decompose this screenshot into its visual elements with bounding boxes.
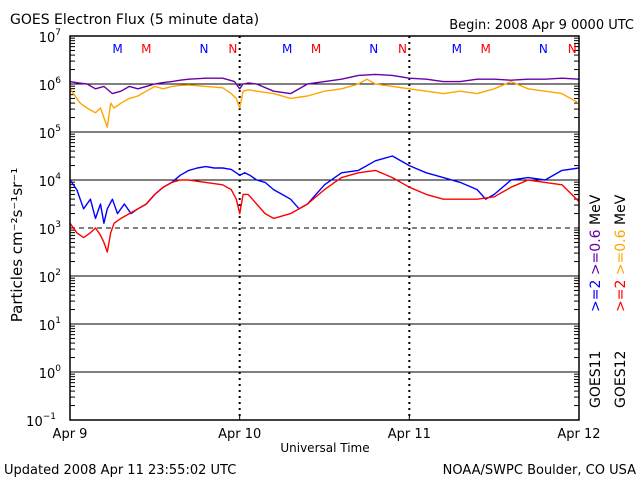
x-tick-label: Apr 10: [218, 427, 261, 442]
y-axis-label: Particles cm⁻²s⁻¹sr⁻¹: [8, 168, 26, 322]
series-lines: [69, 73, 580, 253]
chart-title: GOES Electron Flux (5 minute data): [10, 12, 259, 28]
marker-label: N: [398, 42, 407, 56]
legend-satellite: GOES12: [613, 351, 629, 408]
x-tick-label: Apr 12: [557, 427, 600, 442]
marker-label: N: [200, 42, 209, 56]
series-line: [69, 169, 580, 253]
legend-satellite: GOES11: [588, 351, 604, 408]
y-tick-label: 10−1: [26, 412, 56, 430]
marker-label: N: [369, 42, 378, 56]
grid-lines: [70, 36, 579, 420]
x-tick-label: Apr 9: [53, 427, 88, 442]
legend-entry: >=2 >=0.6 MeV: [588, 194, 604, 312]
marker-label: M: [112, 42, 122, 56]
x-axis-label: Universal Time: [280, 441, 369, 455]
marker-label: N: [539, 42, 548, 56]
plot-frame: [69, 35, 580, 421]
y-tick-label: 105: [39, 124, 61, 142]
series-line: [69, 155, 580, 224]
y-tick-label: 106: [39, 76, 62, 94]
y-axis-ticks: 107 106 105 104 103 102 101 100 10−1: [26, 28, 61, 430]
credit-line: NOAA/SWPC Boulder, CO USA: [443, 463, 636, 478]
updated-timestamp: Updated 2008 Apr 11 23:55:02 UTC: [4, 463, 236, 478]
y-tick-label: 103: [39, 220, 61, 238]
y-tick-label: 107: [39, 28, 61, 46]
y-tick-label: 100: [39, 364, 62, 382]
y-tick-label: 104: [39, 172, 62, 190]
x-axis-ticks: Apr 9 Apr 10 Apr 11 Apr 12: [53, 414, 601, 442]
begin-date: Begin: 2008 Apr 9 0000 UTC: [449, 18, 634, 33]
marker-label: M: [311, 42, 321, 56]
series-line: [69, 78, 580, 128]
x-tick-label: Apr 11: [388, 427, 431, 442]
marker-label: M: [141, 42, 151, 56]
legend: GOES11 >=2 >=0.6 MeV GOES12 >=2 >=0.6 MeV: [588, 194, 629, 408]
marker-label: M: [282, 42, 292, 56]
marker-label: N: [228, 42, 237, 56]
y-tick-label: 101: [39, 316, 61, 334]
marker-label: M: [452, 42, 462, 56]
series-line: [69, 73, 580, 95]
marker-label: M: [481, 42, 491, 56]
y-tick-label: 102: [39, 268, 61, 286]
legend-entry: >=2 >=0.6 MeV: [613, 194, 629, 312]
marker-label: N: [568, 42, 577, 56]
